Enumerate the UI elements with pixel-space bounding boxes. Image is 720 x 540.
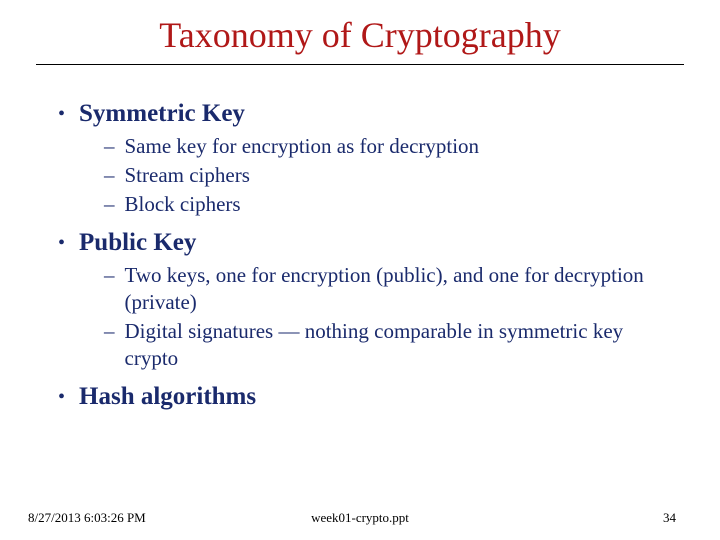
- bullet-level2-text: Two keys, one for encryption (public), a…: [125, 262, 673, 316]
- bullet-dash-icon: –: [104, 133, 115, 160]
- bullet-level1-label: Symmetric Key: [79, 99, 245, 129]
- bullet-level2: –Same key for encryption as for decrypti…: [104, 133, 672, 160]
- slide-content: •Symmetric Key–Same key for encryption a…: [0, 65, 720, 412]
- bullet-dot-icon: •: [58, 382, 65, 412]
- bullet-level1-label: Public Key: [79, 228, 196, 258]
- bullet-level2-text: Digital signatures — nothing comparable …: [125, 318, 673, 372]
- bullet-dot-icon: •: [58, 228, 65, 258]
- bullet-level2-text: Stream ciphers: [125, 162, 250, 189]
- bullet-level1: • Public Key: [48, 228, 672, 258]
- footer-page-number: 34: [663, 510, 676, 526]
- bullet-level2: –Two keys, one for encryption (public), …: [104, 262, 672, 316]
- bullet-level2-text: Block ciphers: [125, 191, 241, 218]
- bullet-dot-icon: •: [58, 99, 65, 129]
- bullet-level2: –Digital signatures — nothing comparable…: [104, 318, 672, 372]
- bullet-dash-icon: –: [104, 262, 115, 289]
- footer-timestamp: 8/27/2013 6:03:26 PM: [28, 510, 146, 526]
- bullet-level2-text: Same key for encryption as for decryptio…: [125, 133, 480, 160]
- bullet-dash-icon: –: [104, 191, 115, 218]
- slide-title: Taxonomy of Cryptography: [0, 0, 720, 64]
- slide-footer: 8/27/2013 6:03:26 PM week01-crypto.ppt 3…: [0, 510, 720, 526]
- bullet-level1: • Hash algorithms: [48, 382, 672, 412]
- bullet-level1: • Symmetric Key: [48, 99, 672, 129]
- bullet-level2: –Block ciphers: [104, 191, 672, 218]
- bullet-level2: –Stream ciphers: [104, 162, 672, 189]
- slide-title-text: Taxonomy of Cryptography: [159, 15, 560, 55]
- bullet-level1-label: Hash algorithms: [79, 382, 256, 412]
- footer-filename: week01-crypto.ppt: [311, 510, 409, 526]
- bullet-dash-icon: –: [104, 162, 115, 189]
- bullet-dash-icon: –: [104, 318, 115, 345]
